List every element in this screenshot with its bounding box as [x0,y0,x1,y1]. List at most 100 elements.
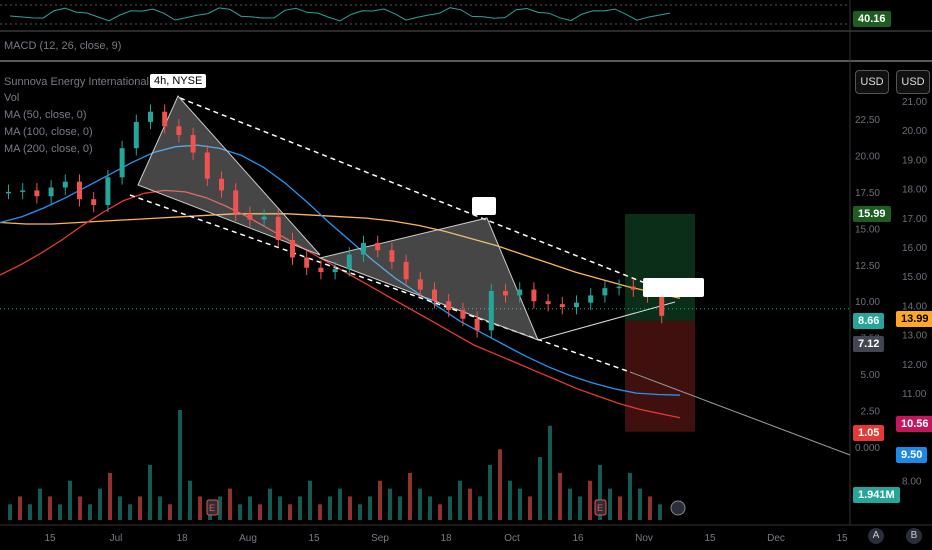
volume-bar [618,496,622,520]
position-label-box[interactable] [643,278,704,297]
candle-body [460,309,466,319]
indicator-ma50[interactable]: MA (50, close, 0) [4,109,87,121]
candle-body [361,242,366,255]
volume-bar [488,465,492,520]
volume-bar [638,488,642,520]
candle-body [77,181,82,200]
indicator-vol[interactable]: Vol [4,92,20,104]
candle-body [389,250,395,262]
volume-bar [348,496,352,520]
candle-body [488,291,494,331]
volume-bar [118,496,122,520]
candle-body [474,318,480,331]
volume-bar [628,472,632,520]
candle-body [318,267,324,273]
candle-body [162,111,168,127]
volume-bar [568,488,572,520]
price-axis-tick: 0.000 [855,443,880,454]
interval-exchange-label: 4h, NYSE [150,74,207,88]
volume-bar [278,496,282,520]
volume-bar [338,488,342,520]
volume-bar [578,496,582,520]
time-axis-tick: 15 [44,533,56,544]
indicator-ma100[interactable]: MA (100, close, 0) [4,126,93,138]
candle-body [616,286,622,289]
currency-button-left[interactable]: USD [855,70,889,94]
indicator-ma200[interactable]: MA (200, close, 0) [4,143,93,155]
volume-bar [508,480,512,520]
price-axis-tick: 12.50 [855,261,880,272]
ma100-price-badge: 13.99 [896,311,932,327]
right-axis-tick: 8.00 [902,477,922,488]
pattern-leg-line [537,301,676,341]
volume-bar [328,496,332,520]
ma100-line [0,213,681,299]
earnings-marker [594,499,607,516]
price-axis-tick: 2.50 [861,407,881,418]
volume-bar [648,496,652,520]
currency-button-right[interactable]: USD [896,70,930,94]
volume-bar [448,496,452,520]
volume-bar [128,504,132,520]
symbol-title: Sunnova Energy International Inc. [4,76,170,88]
time-axis-tick: 15 [308,533,320,544]
candle-body [375,242,381,251]
candle-body [602,288,608,296]
volume-bar [138,496,142,520]
volume-bar [178,410,182,520]
volume-bar [428,496,432,520]
volume-bar [378,480,382,520]
candle-body [247,213,253,220]
volume-bar [108,472,112,520]
candle-body [219,178,224,191]
earnings-marker-letter: E [209,503,215,513]
volume-bar [308,480,312,520]
volume-bar [8,504,12,520]
volume-bar [288,504,292,520]
volume-bar [588,480,592,520]
volume-bar [388,488,392,520]
volume-bar [168,504,172,520]
ma-blue-price-badge: 9.50 [896,447,928,463]
volume-bar [408,472,412,520]
candle-body [588,295,594,303]
time-axis-tick: Aug [239,533,257,544]
channel-upper-line [179,97,646,284]
candle-body [432,289,437,302]
pattern-triangle-2 [318,217,539,341]
candle-body [503,291,508,296]
candle-body [531,289,537,302]
candle-body [559,304,565,308]
nav-button-a[interactable]: A [868,528,884,544]
rsi-value-badge: 40.16 [853,11,891,27]
ma50-line [0,144,681,396]
volume-bar [298,496,302,520]
nav-button-b[interactable]: B [906,528,922,544]
channel-lower-line [129,194,631,373]
volume-bar [438,504,442,520]
candle-body [34,190,40,197]
rsi-line [9,7,671,22]
volume-bar [158,496,162,520]
candle-body [6,191,11,194]
right-axis-tick: 15.00 [902,272,927,283]
time-axis-tick: 15 [704,533,716,544]
volume-bar [78,496,82,520]
right-axis-tick: 14.00 [902,301,927,312]
time-axis-tick: Nov [635,533,653,544]
volume-bar [68,480,72,520]
earnings-marker [206,499,219,516]
time-axis-tick: Dec [767,533,785,544]
volume-bar [548,425,552,520]
pattern-label-box[interactable] [472,197,496,215]
candle-body [659,295,665,316]
volume-bar [418,488,422,520]
earnings-marker-letter: E [597,503,603,513]
candle-body [574,302,579,308]
candle-body [119,148,125,178]
volume-bar [88,504,92,520]
right-axis-tick: 19.00 [902,155,927,166]
time-axis-tick: 18 [176,533,188,544]
time-axis-tick: Sep [371,533,389,544]
